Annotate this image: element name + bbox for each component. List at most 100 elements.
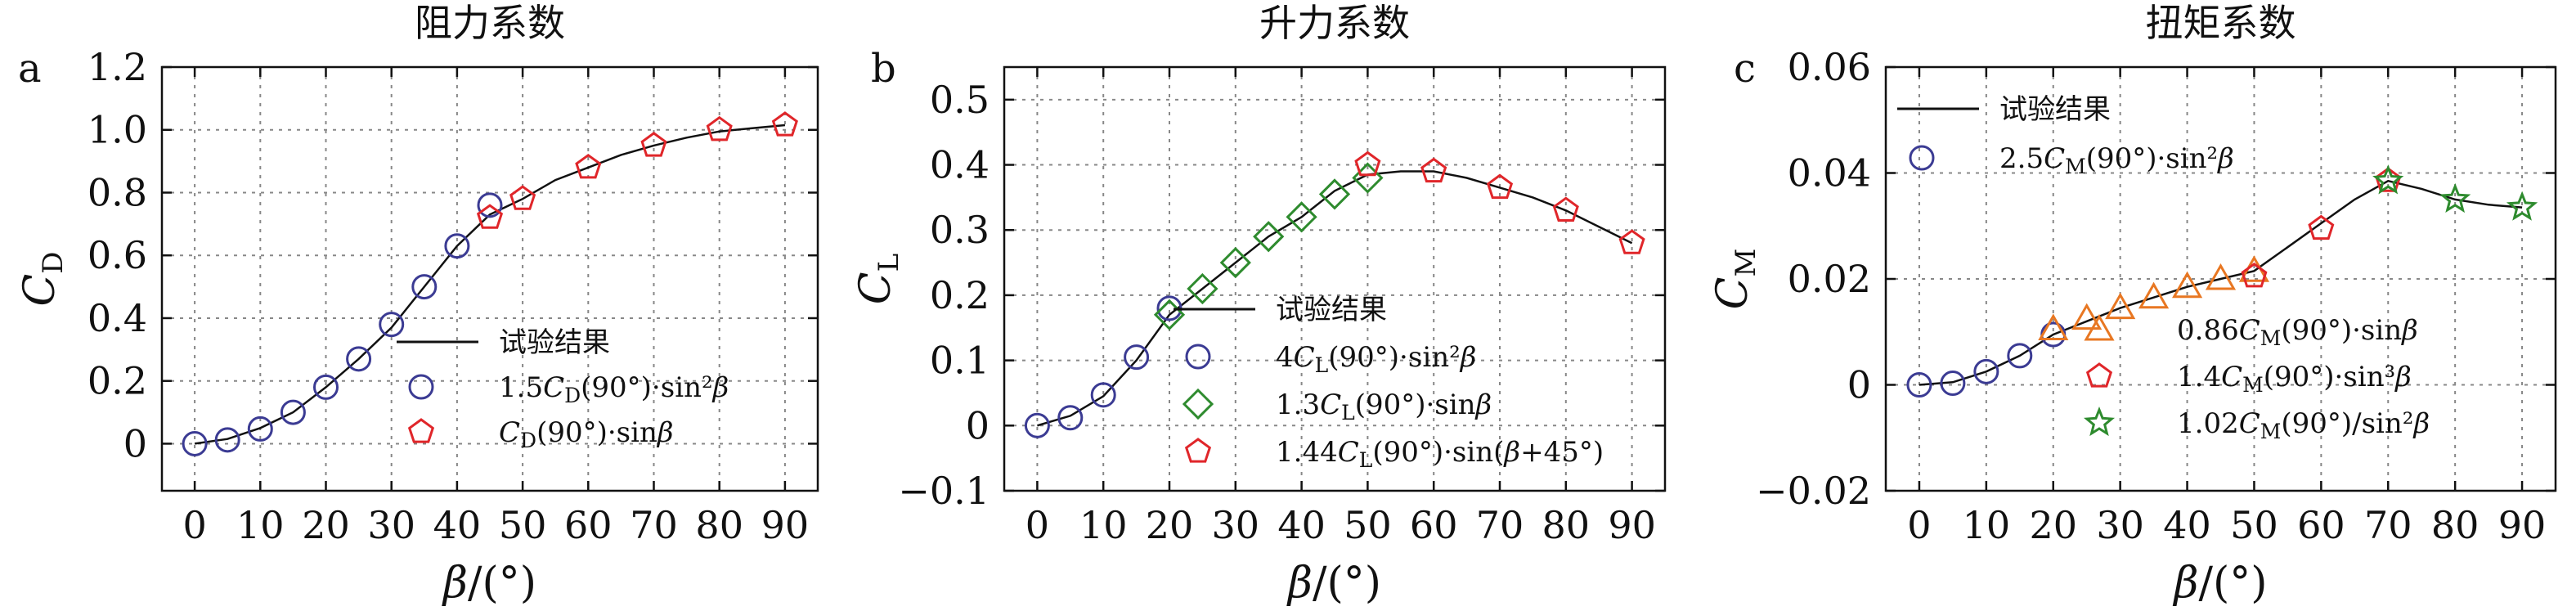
panel-b-legend-label: 1.44CL(90°)·sin(β+45°) bbox=[1276, 436, 1604, 472]
panel-a-ylabel: CD bbox=[16, 251, 70, 306]
panel-b-xtick-label: 80 bbox=[1542, 503, 1591, 547]
panel-b-xtick-label: 10 bbox=[1079, 503, 1128, 547]
panel-c-top-legend-label: 2.5CM(90°)·sin²β bbox=[1999, 142, 2234, 178]
panel-a-series-1-point bbox=[476, 204, 504, 229]
panel-c-legend-label: 1.02CM(90°)/sin²β bbox=[2177, 407, 2430, 443]
panel-b-series-1-point bbox=[1253, 221, 1285, 253]
panel-a-xtick-label: 40 bbox=[433, 503, 482, 547]
panel-c-title: 扭矩系数 bbox=[2146, 1, 2296, 45]
panel-b-xtick-label: 30 bbox=[1212, 503, 1260, 547]
panel-b-series-2-point bbox=[1618, 229, 1645, 254]
panel-b-series-2-point bbox=[1420, 157, 1447, 183]
panel-c-legend-marker bbox=[2085, 362, 2113, 388]
panel-b-xtick-label: 50 bbox=[1344, 503, 1392, 547]
panel-b-xtick-label: 70 bbox=[1476, 503, 1524, 547]
panel-b-series-2-point bbox=[1552, 196, 1579, 222]
panel-a-series-0-point bbox=[346, 346, 372, 372]
panel-c-ytick-label: 0 bbox=[1847, 363, 1871, 407]
panel-a-series-0-point bbox=[214, 427, 240, 453]
panel-c-ytick-label: 0.02 bbox=[1788, 257, 1871, 301]
panel-b-series-2-point bbox=[1486, 173, 1514, 200]
panel-b-xlabel: β/(°) bbox=[1286, 559, 1381, 608]
panel-c-ytick-label: 0.04 bbox=[1788, 151, 1871, 195]
panel-c-ytick-label: −0.02 bbox=[1756, 469, 1871, 513]
panel-c-series-1-point bbox=[2205, 263, 2237, 290]
panel-c-top-legend-marker bbox=[1909, 145, 1935, 171]
panel-c-series-1-point bbox=[2071, 303, 2103, 330]
panel-c-xtick-label: 20 bbox=[2029, 503, 2077, 547]
panel-c-xtick-label: 30 bbox=[2096, 503, 2144, 547]
panel-a-xtick-label: 60 bbox=[564, 503, 613, 547]
panel-a-legend-marker bbox=[408, 374, 434, 400]
panel-b-series-0-point bbox=[1024, 412, 1050, 438]
panel-c-series-2-point bbox=[2308, 214, 2335, 240]
panel-c-series-1-point bbox=[2172, 271, 2203, 299]
panel-c-letter: c bbox=[1734, 46, 1756, 92]
panel-b-series-0-point bbox=[1090, 382, 1116, 408]
panel-c-series-1-point bbox=[2038, 313, 2069, 340]
panel-a-legend-label: 试验结果 bbox=[499, 326, 610, 359]
panel-c-xtick-label: 80 bbox=[2431, 503, 2480, 547]
panel-a-series-0-point bbox=[444, 233, 470, 259]
panel-b-series-1-point bbox=[1187, 272, 1218, 305]
panel-c-xlabel: β/(°) bbox=[2172, 559, 2267, 608]
panel-c-xtick-label: 90 bbox=[2498, 503, 2547, 547]
panel-c-legend-marker bbox=[2083, 406, 2116, 437]
panel-c-series-1-point bbox=[2105, 292, 2136, 320]
panel-b-series-1-point bbox=[1286, 201, 1317, 233]
panel-b-ytick-label: 0.4 bbox=[930, 143, 990, 187]
panel-a-series-0-point bbox=[379, 312, 405, 338]
panel-c-series-3-point bbox=[2439, 182, 2471, 213]
panel-b-plot-frame bbox=[1003, 65, 1667, 492]
panel-a-series-0-point bbox=[182, 430, 208, 456]
panel-a-legend-marker bbox=[407, 418, 435, 443]
panel-a-ytick-label: 0.8 bbox=[88, 170, 147, 214]
panel-c-series-0-point bbox=[2007, 343, 2033, 369]
panel-c-experiment-curve bbox=[1919, 179, 2523, 386]
panel-a-xtick-label: 50 bbox=[499, 503, 547, 547]
panel-b-ytick-label: 0.3 bbox=[930, 208, 990, 252]
panel-a-series-0-point bbox=[477, 192, 503, 218]
panel-a-xtick-label: 30 bbox=[367, 503, 415, 547]
panel-a-series-0-point bbox=[313, 374, 339, 400]
panel-a-series-0-point bbox=[411, 274, 438, 300]
panel-a-series-0-point bbox=[280, 399, 306, 425]
panel-c-xtick-label: 70 bbox=[2364, 503, 2412, 547]
panel-a-experiment-curve bbox=[194, 124, 786, 445]
panel-c-series-3-point bbox=[2372, 164, 2404, 195]
panel-b-series-0-point bbox=[1057, 405, 1084, 431]
panel-b-legend-marker bbox=[1185, 344, 1211, 370]
panel-a-series-1-point bbox=[771, 111, 798, 137]
panel-c-series-0-point bbox=[1973, 358, 1999, 384]
panel-b-series-2-point bbox=[1354, 151, 1381, 177]
panel-c-series-1-point bbox=[2138, 281, 2170, 309]
panel-c-top-legend-label: 试验结果 bbox=[1999, 93, 2111, 126]
panel-a-series-1-point bbox=[575, 153, 602, 179]
panel-lift-coefficient: 0 10 20 30 40 50 60 70 80 90 −0.1 0 0.1 0.2 0.3 0.4 0.5 升… bbox=[851, 1, 1667, 608]
panel-b-xtick-label: 90 bbox=[1608, 503, 1656, 547]
panel-a-letter: a bbox=[18, 46, 42, 92]
panel-b-ytick-label: −0.1 bbox=[898, 469, 990, 513]
panel-torque-coefficient: 0 10 20 30 40 50 60 70 80 90 −0.02 0 0.02 0.04 0.06 扭矩系… bbox=[1708, 1, 2557, 608]
panel-a-series-1-point bbox=[706, 115, 733, 142]
panel-b-series-0-point bbox=[1124, 344, 1150, 371]
panel-a-xtick-label: 20 bbox=[302, 503, 350, 547]
panel-a-ytick-label: 0.4 bbox=[88, 296, 147, 340]
panel-b-legend-label: 1.3CL(90°)·sinβ bbox=[1276, 389, 1492, 425]
panel-c-xtick-label: 0 bbox=[1907, 503, 1931, 547]
panel-b-series-1-point bbox=[1352, 162, 1384, 194]
panel-b-title: 升力系数 bbox=[1259, 1, 1410, 45]
panel-a-ytick-label: 1.2 bbox=[88, 45, 147, 89]
panel-a-series-0-point bbox=[247, 416, 273, 442]
panel-a-ytick-label: 1.0 bbox=[88, 108, 147, 152]
panel-b-ytick-label: 0.1 bbox=[930, 339, 990, 383]
panel-a-plot-frame bbox=[160, 65, 819, 492]
panel-a-xtick-label: 0 bbox=[182, 503, 206, 547]
panel-c-xtick-label: 50 bbox=[2230, 503, 2278, 547]
panel-a-series-1-point bbox=[509, 185, 536, 210]
panel-c-series-2-point bbox=[2241, 262, 2268, 288]
panel-a-ytick-label: 0.6 bbox=[88, 233, 147, 277]
panel-drag-coefficient: 0 10 20 30 40 50 60 70 80 90 0 0.2 0.4 0.6 0.8 1.0 1.2 阻力… bbox=[16, 1, 819, 608]
panel-b-legend-marker bbox=[1184, 438, 1212, 463]
panel-b-experiment-curve bbox=[1037, 170, 1633, 427]
